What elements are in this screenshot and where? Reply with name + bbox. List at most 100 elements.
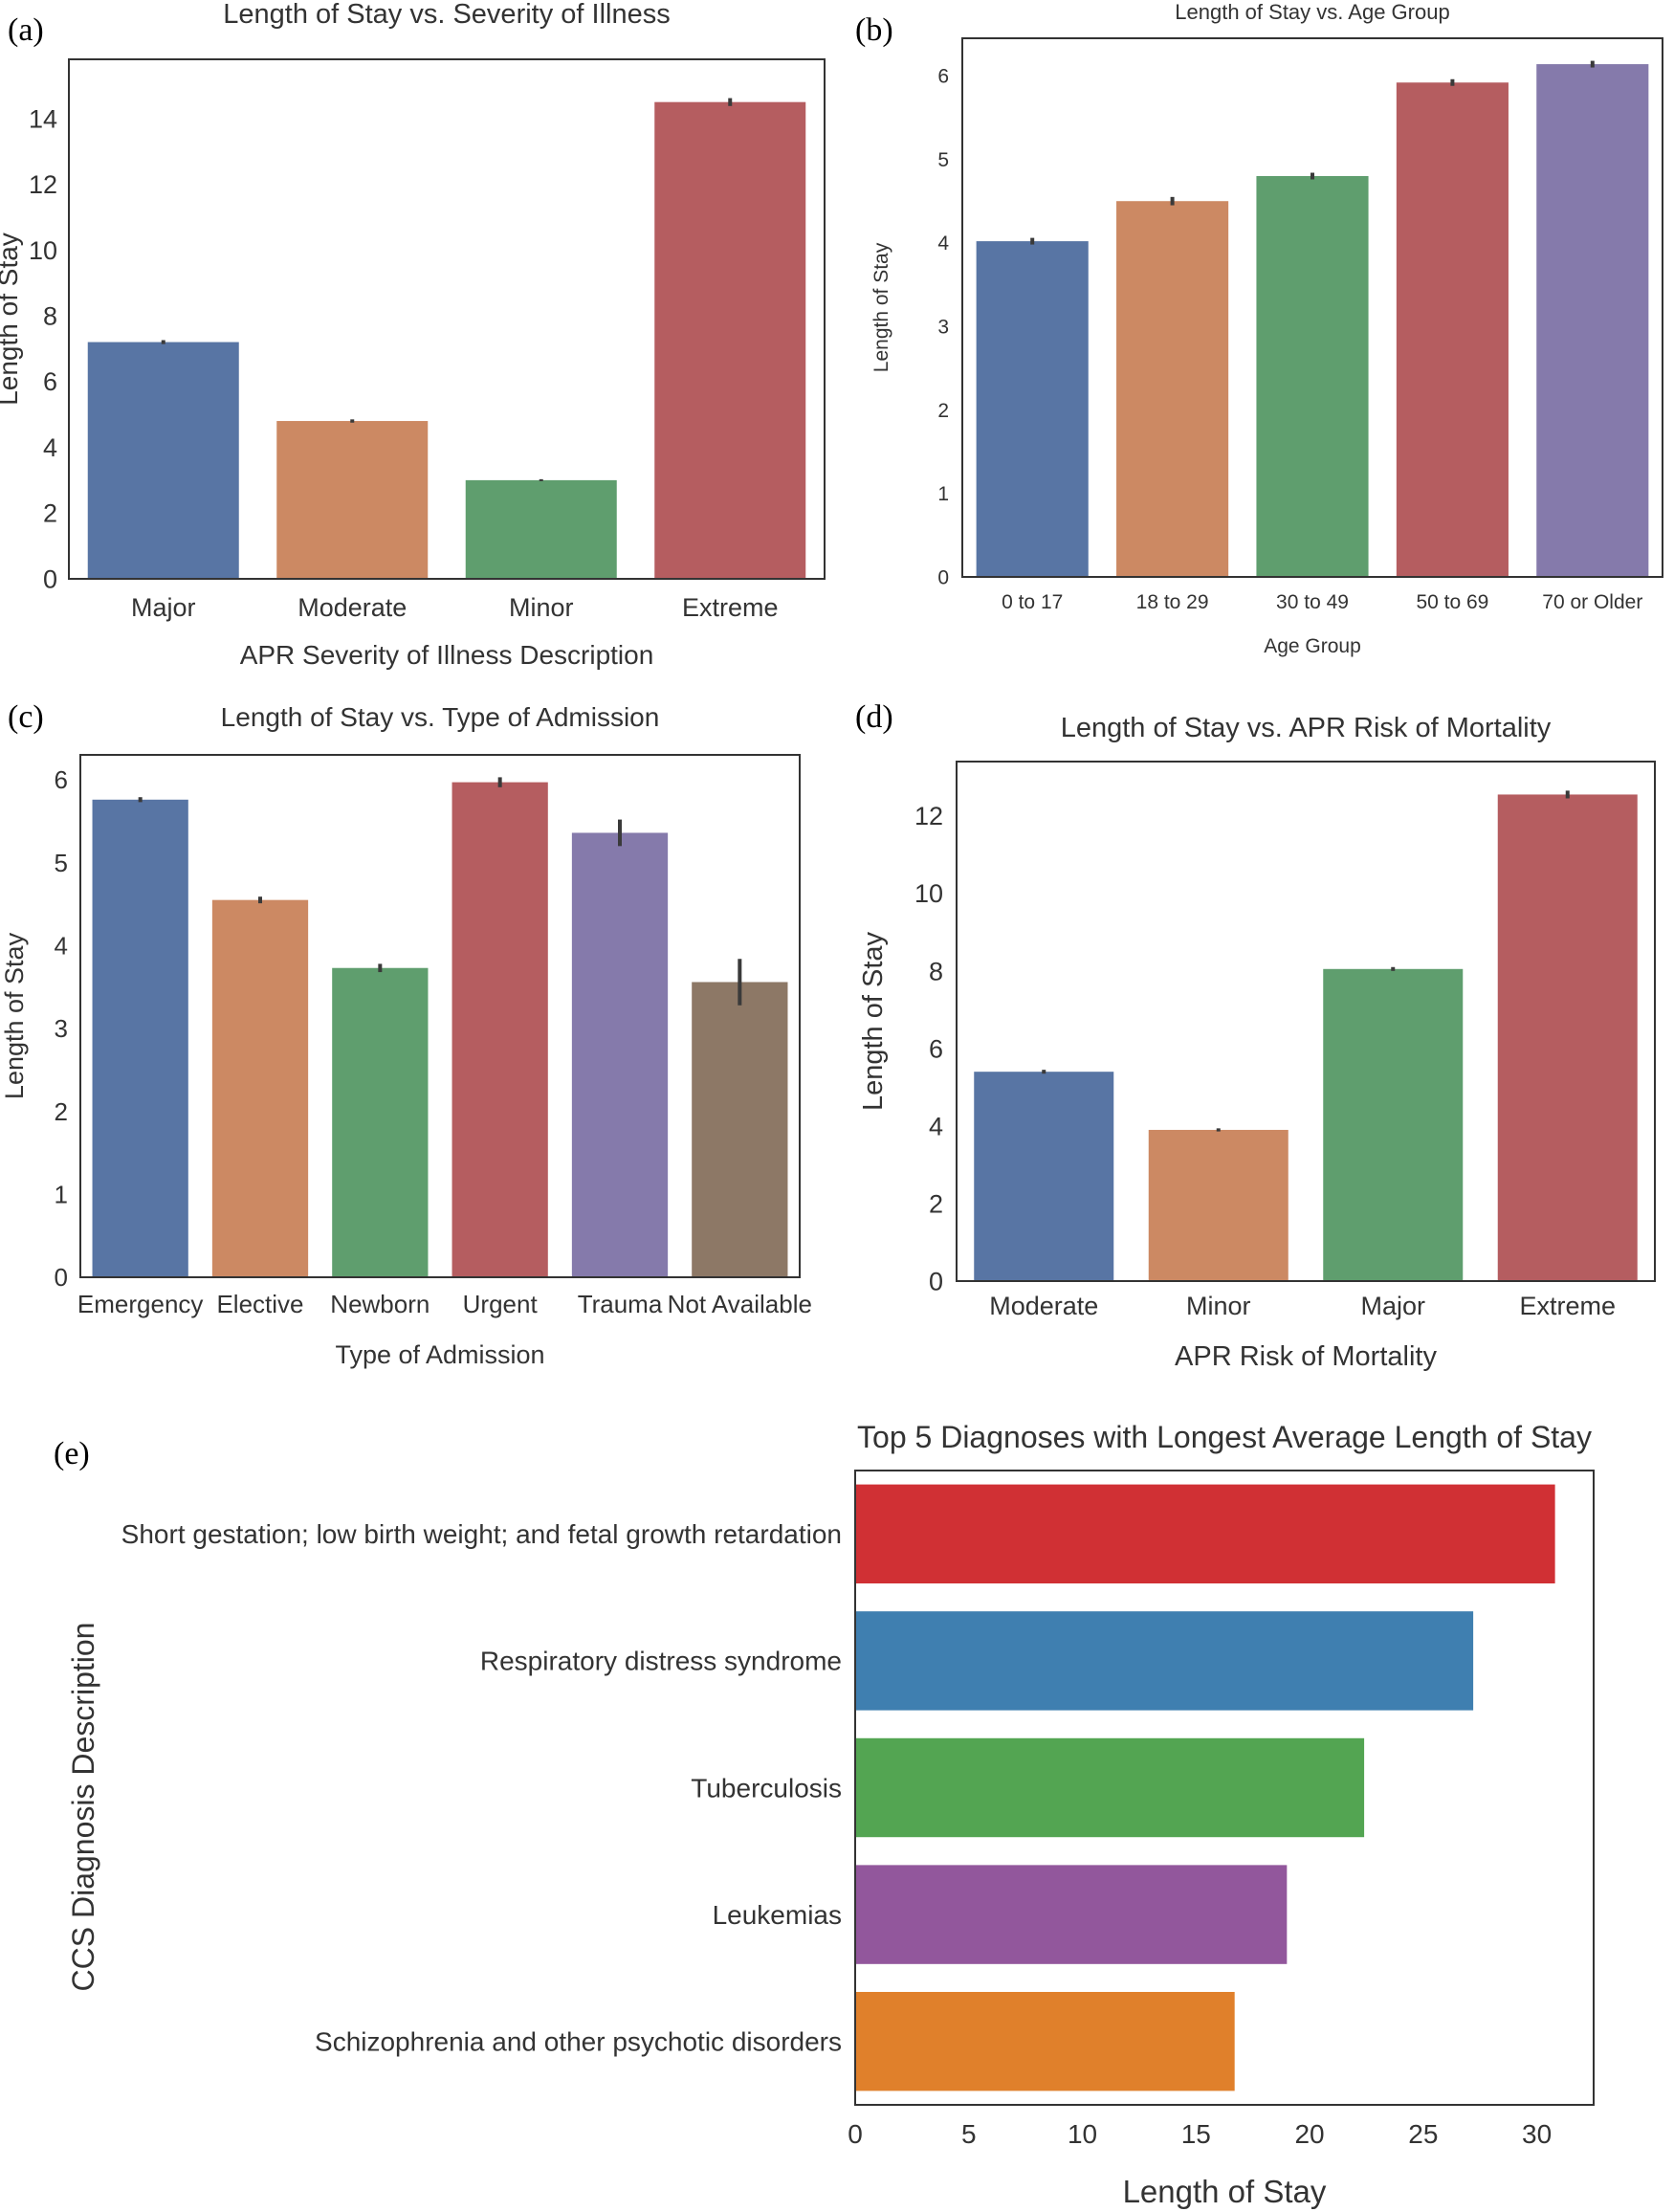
x-tick-label: Moderate	[297, 593, 407, 622]
x-tick-label: 10	[1068, 2119, 1097, 2149]
panel-label: (e)	[54, 1436, 90, 1471]
chart-title: Length of Stay vs. APR Risk of Mortality	[1061, 713, 1552, 743]
x-tick-label: 5	[961, 2119, 977, 2149]
y-tick-label: Respiratory distress syndrome	[480, 1647, 842, 1676]
bar-newborn	[332, 967, 429, 1277]
y-tick-label: 1	[937, 483, 949, 505]
bar-moderate	[276, 421, 429, 579]
plot-frame	[956, 761, 1656, 1282]
y-tick-label: 2	[929, 1189, 943, 1218]
chart-c: (c) Length of Stay vs. Type of Admission E…	[0, 699, 812, 1369]
y-tick-label: 10	[914, 879, 943, 908]
y-tick-label: 2	[43, 499, 57, 528]
y-tick-label: 1	[55, 1180, 68, 1208]
bar-50-to-69	[1396, 82, 1509, 577]
bar-30-to-49	[1256, 176, 1369, 577]
y-tick-label: 3	[937, 316, 949, 338]
y-tick-label: 12	[914, 802, 943, 830]
x-tick-label: 18 to 29	[1136, 591, 1209, 613]
x-tick-label: Extreme	[1519, 1292, 1616, 1320]
x-tick-label: 70 or Older	[1542, 591, 1642, 613]
y-axis-label: CCS Diagnosis Description	[66, 1623, 100, 1992]
chart-title: Length of Stay vs. Type of Admission	[221, 702, 660, 732]
x-tick-label: Urgent	[463, 1290, 539, 1318]
x-axis-label: APR Risk of Mortality	[1175, 1341, 1437, 1372]
x-tick-label: Not Available	[668, 1290, 812, 1318]
x-tick-label: 20	[1294, 2119, 1324, 2149]
x-axis-label: Age Group	[1264, 635, 1361, 657]
y-tick-label: 4	[55, 931, 68, 960]
chart-title: Length of Stay vs. Severity of Illness	[223, 0, 670, 30]
y-tick-label: 6	[55, 765, 68, 794]
plot-frame	[79, 754, 801, 1278]
y-axis-label: Length of Stay	[870, 242, 892, 372]
plot-frame	[854, 1470, 1595, 2106]
panel-label: (a)	[8, 12, 44, 48]
x-axis-label: Length of Stay	[1123, 2174, 1327, 2209]
panel-label: (b)	[855, 12, 893, 48]
bar-minor	[465, 479, 617, 579]
chart-e: (e) Top 5 Diagnoses with Longest Average …	[54, 1420, 1595, 2209]
x-tick-label: Trauma	[578, 1290, 663, 1318]
y-tick-label: 6	[937, 66, 949, 88]
bar-1	[855, 1484, 1555, 1584]
bar-major	[1323, 968, 1464, 1281]
chart-b: (b) Length of Stay vs. Age Group 0 to 17 18…	[855, 0, 1663, 657]
y-tick-label: 2	[55, 1097, 68, 1126]
chart-a: (a) Length of Stay vs. Severity of Illnes…	[0, 0, 826, 670]
plot-frame	[68, 58, 826, 580]
y-tick-label: 0	[929, 1267, 943, 1295]
x-tick-label: Major	[131, 593, 196, 622]
y-tick-label: 10	[29, 236, 57, 265]
x-axis-label: Type of Admission	[335, 1340, 544, 1369]
y-tick-label: 6	[43, 367, 57, 396]
x-tick-label: 0 to 17	[1002, 591, 1063, 613]
y-tick-label: 5	[937, 149, 949, 171]
plot-frame	[961, 37, 1663, 578]
y-axis-label: Length of Stay	[0, 932, 29, 1099]
panel-label: (c)	[8, 699, 44, 735]
bar-major	[87, 342, 239, 579]
y-tick-label: 14	[29, 104, 57, 133]
y-tick-label: 0	[43, 564, 57, 593]
x-tick-label: Minor	[509, 593, 574, 622]
x-tick-label: 50 to 69	[1416, 591, 1488, 613]
y-tick-label: 5	[55, 849, 68, 877]
bar-18-to-29	[1116, 201, 1229, 578]
bar-3	[855, 1737, 1365, 1838]
chart-title: Length of Stay vs. Age Group	[1175, 0, 1449, 24]
y-tick-label: 3	[55, 1014, 68, 1043]
y-tick-label: 4	[929, 1112, 943, 1140]
x-tick-label: 0	[848, 2119, 863, 2149]
x-tick-label: Major	[1360, 1292, 1425, 1320]
y-tick-label: Schizophrenia and other psychotic disord…	[315, 2027, 842, 2057]
y-axis-label: Length of Stay	[0, 232, 23, 406]
panel-label: (d)	[855, 699, 893, 735]
y-tick-label: Tuberculosis	[691, 1773, 842, 1803]
x-tick-label: Emergency	[77, 1290, 204, 1318]
x-tick-label: Newborn	[330, 1290, 430, 1318]
x-tick-label: Elective	[216, 1290, 303, 1318]
bar-elective	[211, 899, 309, 1277]
y-tick-label: 0	[937, 566, 949, 588]
x-tick-label: 25	[1408, 2119, 1438, 2149]
x-axis-label: APR Severity of Illness Description	[240, 640, 654, 670]
x-tick-label: Moderate	[989, 1292, 1098, 1320]
y-tick-label: 2	[937, 400, 949, 422]
x-tick-label: Extreme	[682, 593, 779, 622]
y-tick-label: Leukemias	[713, 1900, 842, 1930]
bar-70-or-older	[1536, 64, 1649, 578]
x-tick-label: 15	[1181, 2119, 1211, 2149]
bar-extreme	[1497, 794, 1638, 1281]
bar-moderate	[974, 1072, 1114, 1281]
bar-urgent	[452, 782, 548, 1277]
bar-minor	[1148, 1129, 1289, 1281]
y-tick-label: 8	[929, 957, 943, 985]
bar-0-to-17	[976, 241, 1089, 577]
x-tick-label: 30	[1522, 2119, 1552, 2149]
x-tick-label: 30 to 49	[1276, 591, 1349, 613]
y-tick-label: 4	[937, 232, 949, 254]
y-axis-label: Length of Stay	[858, 931, 889, 1111]
y-tick-label: Short gestation; low birth weight; and f…	[121, 1519, 842, 1549]
